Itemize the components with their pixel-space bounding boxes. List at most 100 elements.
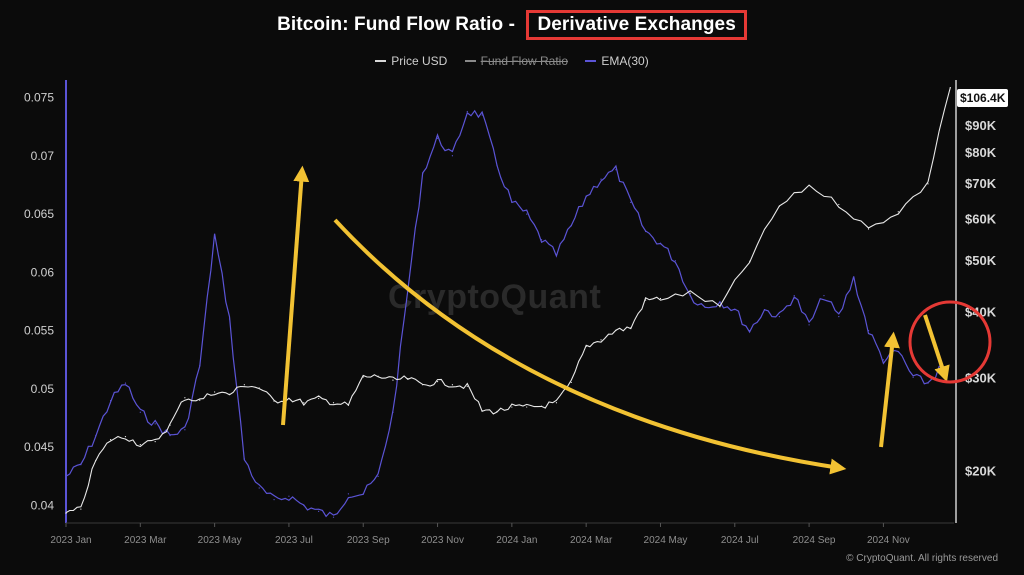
ema30-point bbox=[674, 260, 676, 262]
price-usd-point bbox=[496, 410, 498, 413]
legend-item-ema[interactable]: EMA(30) bbox=[585, 54, 649, 68]
price-usd-point bbox=[778, 205, 780, 207]
ema30-point bbox=[243, 458, 245, 460]
ema30-point bbox=[853, 277, 855, 279]
ema30-point bbox=[689, 295, 691, 297]
legend-swatch-ema bbox=[585, 60, 597, 62]
ema30-point bbox=[808, 324, 810, 326]
legend-swatch-price bbox=[375, 60, 387, 62]
ema30-point bbox=[912, 376, 914, 378]
ema30-point bbox=[585, 195, 587, 198]
ema30-point bbox=[704, 306, 706, 308]
price-usd-point bbox=[555, 402, 558, 404]
legend: Price USD Fund Flow Ratio EMA(30) bbox=[0, 51, 1024, 68]
ema30-point bbox=[867, 330, 870, 332]
price-usd-line bbox=[65, 87, 951, 514]
right-tick-label: $70K bbox=[965, 176, 997, 191]
ema30-point bbox=[184, 429, 186, 431]
watermark: CryptoQuant bbox=[388, 278, 602, 316]
price-usd-point bbox=[481, 409, 483, 412]
price-usd-point bbox=[228, 393, 231, 396]
price-usd-point bbox=[645, 299, 647, 301]
current-price-tag: $106.4K bbox=[957, 89, 1009, 107]
ema30-point bbox=[318, 510, 320, 512]
ema30-point bbox=[258, 487, 260, 489]
legend-item-price[interactable]: Price USD bbox=[375, 54, 447, 68]
ema30-point bbox=[80, 464, 82, 466]
price-usd-point bbox=[109, 439, 112, 441]
price-usd-point bbox=[897, 211, 899, 213]
price-usd-point bbox=[838, 203, 840, 206]
price-usd-point bbox=[169, 424, 171, 426]
ema30-point bbox=[139, 411, 141, 413]
ema30-point bbox=[362, 493, 364, 495]
ema30-point bbox=[228, 318, 231, 320]
x-tick-label: 2023 Mar bbox=[124, 535, 167, 546]
ema30-point bbox=[199, 365, 201, 367]
right-tick-label: $20K bbox=[965, 464, 997, 479]
ema30-point bbox=[288, 495, 290, 497]
price-usd-point bbox=[214, 391, 216, 393]
price-usd-point bbox=[258, 387, 260, 389]
price-usd-point bbox=[80, 508, 82, 510]
price-usd-point bbox=[867, 228, 870, 230]
x-tick-label: 2024 Sep bbox=[793, 535, 836, 546]
price-usd-point bbox=[949, 87, 951, 89]
ema30-point bbox=[392, 411, 394, 413]
left-tick-label: 0.055 bbox=[24, 324, 54, 338]
ema30-point bbox=[882, 359, 885, 361]
ema30-point bbox=[496, 164, 498, 166]
x-tick-label: 2024 Nov bbox=[867, 535, 910, 546]
legend-item-fund-flow-ratio[interactable]: Fund Flow Ratio bbox=[464, 54, 568, 68]
ema30-point bbox=[95, 434, 97, 437]
price-usd-point bbox=[154, 441, 156, 443]
price-usd-point bbox=[451, 384, 454, 386]
chart-title-highlight: Derivative Exchanges bbox=[526, 10, 747, 40]
price-usd-point bbox=[139, 444, 141, 446]
price-usd-point bbox=[407, 377, 409, 380]
ema30-point bbox=[540, 239, 543, 241]
right-tick-label: $60K bbox=[965, 211, 997, 226]
price-usd-point bbox=[808, 184, 810, 187]
ema30-point bbox=[645, 230, 647, 233]
ema30-point bbox=[332, 516, 335, 518]
ema30-point bbox=[214, 234, 216, 236]
annotation-red-circle bbox=[908, 300, 992, 384]
ema30-point bbox=[481, 114, 483, 116]
left-tick-label: 0.05 bbox=[31, 382, 55, 396]
price-usd-point bbox=[615, 329, 617, 331]
right-tick-label: $90K bbox=[965, 118, 997, 133]
ema30-point bbox=[273, 499, 275, 501]
annotation-arrow-up-1 bbox=[281, 165, 310, 426]
copyright-note: © CryptoQuant. All rights reserved bbox=[846, 553, 998, 564]
ema30-point bbox=[466, 110, 468, 113]
x-tick-label: 2024 Jan bbox=[496, 535, 537, 546]
ema30-point bbox=[793, 295, 795, 297]
x-tick-label: 2023 Jan bbox=[50, 535, 91, 546]
annotation-arrow-curve bbox=[333, 218, 847, 475]
x-tick-label: 2023 Jul bbox=[275, 535, 313, 546]
left-tick-label: 0.04 bbox=[31, 499, 55, 513]
price-usd-point bbox=[392, 379, 394, 381]
ema30-point bbox=[749, 330, 751, 332]
ema30-point bbox=[511, 201, 513, 204]
ema30-point bbox=[451, 155, 454, 157]
right-tick-label: $50K bbox=[965, 253, 997, 268]
ema30-line bbox=[65, 109, 944, 518]
legend-swatch-ffr bbox=[464, 60, 476, 62]
left-tick-label: 0.07 bbox=[31, 149, 55, 163]
price-usd-point bbox=[630, 327, 632, 329]
ema30-point bbox=[927, 382, 929, 384]
annotation-arrow-down bbox=[923, 314, 950, 383]
price-usd-point bbox=[377, 375, 379, 377]
price-usd-point bbox=[585, 345, 587, 348]
price-usd-point bbox=[436, 381, 439, 383]
left-tick-label: 0.075 bbox=[24, 90, 54, 104]
ema30-point bbox=[347, 493, 349, 495]
x-tick-label: 2023 Sep bbox=[347, 535, 390, 546]
price-usd-point bbox=[124, 436, 127, 438]
price-usd-point bbox=[318, 397, 320, 400]
left-tick-label: 0.065 bbox=[24, 207, 54, 221]
